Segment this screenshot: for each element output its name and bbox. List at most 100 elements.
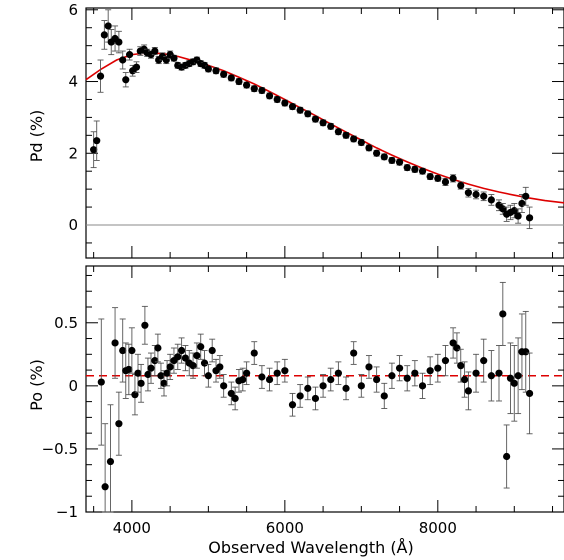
data-point bbox=[160, 379, 168, 387]
data-point bbox=[119, 346, 127, 355]
data-point bbox=[311, 115, 320, 123]
data-point bbox=[181, 354, 190, 362]
data-point bbox=[106, 457, 115, 466]
data-point bbox=[204, 65, 212, 73]
data-point bbox=[453, 344, 461, 352]
y-tick-label: 0 bbox=[68, 216, 78, 234]
data-point bbox=[220, 70, 228, 78]
data-point bbox=[119, 56, 127, 64]
data-point bbox=[100, 31, 108, 39]
data-point bbox=[426, 172, 434, 181]
data-point bbox=[342, 384, 350, 392]
data-point bbox=[204, 372, 212, 380]
data-point bbox=[510, 379, 518, 387]
data-point bbox=[97, 378, 105, 386]
bottom-panel-po: −1 −0.5 0 0.5 4000 6000 8000 Po (%) Observed W… bbox=[27, 265, 564, 557]
model-curve bbox=[85, 51, 564, 204]
data-point bbox=[522, 192, 530, 200]
y-tick-label: 0 bbox=[68, 377, 78, 395]
data-point bbox=[141, 321, 149, 329]
data-point bbox=[460, 375, 469, 384]
data-point bbox=[464, 189, 472, 197]
top-model-curve bbox=[85, 51, 564, 204]
data-point bbox=[311, 394, 320, 403]
x-tick-label: 4000 bbox=[113, 519, 151, 537]
data-point bbox=[480, 192, 488, 200]
data-point bbox=[411, 165, 419, 174]
data-point bbox=[147, 364, 155, 372]
top-data-points bbox=[90, 9, 534, 230]
data-point bbox=[288, 103, 297, 111]
data-point bbox=[357, 138, 365, 147]
data-point bbox=[235, 77, 243, 86]
data-point bbox=[441, 178, 450, 186]
data-point bbox=[122, 76, 130, 84]
data-point bbox=[96, 72, 105, 80]
x-tick-label: 6000 bbox=[266, 519, 304, 537]
data-point bbox=[514, 372, 522, 380]
data-point bbox=[281, 99, 289, 107]
data-point bbox=[514, 212, 522, 220]
data-point bbox=[480, 357, 488, 365]
data-point bbox=[132, 63, 141, 71]
data-point bbox=[487, 372, 495, 380]
data-point bbox=[365, 144, 373, 152]
data-point bbox=[418, 167, 427, 175]
bottom-y-axis-label: Po (%) bbox=[27, 359, 46, 411]
data-point bbox=[134, 369, 142, 377]
data-point bbox=[327, 375, 335, 384]
data-point bbox=[388, 372, 396, 380]
data-point bbox=[296, 392, 304, 400]
data-point bbox=[281, 367, 289, 375]
data-point bbox=[334, 369, 342, 377]
data-point bbox=[304, 384, 312, 392]
data-point bbox=[178, 346, 186, 355]
data-point bbox=[403, 374, 411, 382]
data-point bbox=[231, 394, 239, 403]
data-point bbox=[395, 158, 404, 166]
data-point bbox=[131, 391, 139, 399]
data-point bbox=[115, 420, 123, 428]
data-point bbox=[522, 348, 530, 356]
data-point bbox=[243, 81, 251, 89]
data-point bbox=[157, 372, 165, 380]
data-point bbox=[411, 369, 419, 377]
data-point bbox=[350, 349, 358, 357]
top-y-tick-labels: 0 2 4 6 bbox=[68, 1, 78, 234]
top-y-axis-label: Pd (%) bbox=[27, 110, 46, 163]
data-point bbox=[319, 382, 327, 390]
data-point bbox=[128, 346, 136, 355]
bottom-plot-frame bbox=[85, 265, 564, 513]
data-point bbox=[90, 146, 98, 154]
bottom-tick-labels: −1 −0.5 0 0.5 4000 6000 8000 bbox=[42, 314, 457, 537]
data-point bbox=[144, 370, 152, 379]
data-point bbox=[418, 382, 427, 390]
data-point bbox=[250, 85, 258, 93]
data-point bbox=[163, 369, 171, 377]
data-point bbox=[197, 343, 205, 351]
data-point bbox=[243, 369, 251, 377]
data-point bbox=[342, 131, 350, 139]
y-tick-label: 6 bbox=[68, 1, 78, 19]
data-point bbox=[212, 67, 220, 75]
data-point bbox=[111, 339, 119, 347]
data-point bbox=[449, 339, 457, 347]
data-point bbox=[288, 401, 297, 409]
data-point bbox=[373, 149, 381, 157]
data-point bbox=[265, 375, 274, 384]
data-point bbox=[250, 349, 258, 357]
y-tick-label: −1 bbox=[56, 503, 78, 521]
y-tick-label: 0.5 bbox=[54, 314, 78, 332]
data-point bbox=[457, 181, 465, 190]
data-point bbox=[334, 128, 342, 136]
data-point bbox=[125, 365, 133, 374]
data-point bbox=[472, 369, 480, 377]
data-point bbox=[464, 387, 472, 395]
data-point bbox=[104, 22, 112, 30]
data-point bbox=[449, 174, 457, 182]
data-point bbox=[170, 54, 178, 62]
data-point bbox=[403, 164, 411, 172]
data-point bbox=[487, 196, 495, 204]
data-point bbox=[273, 95, 281, 104]
